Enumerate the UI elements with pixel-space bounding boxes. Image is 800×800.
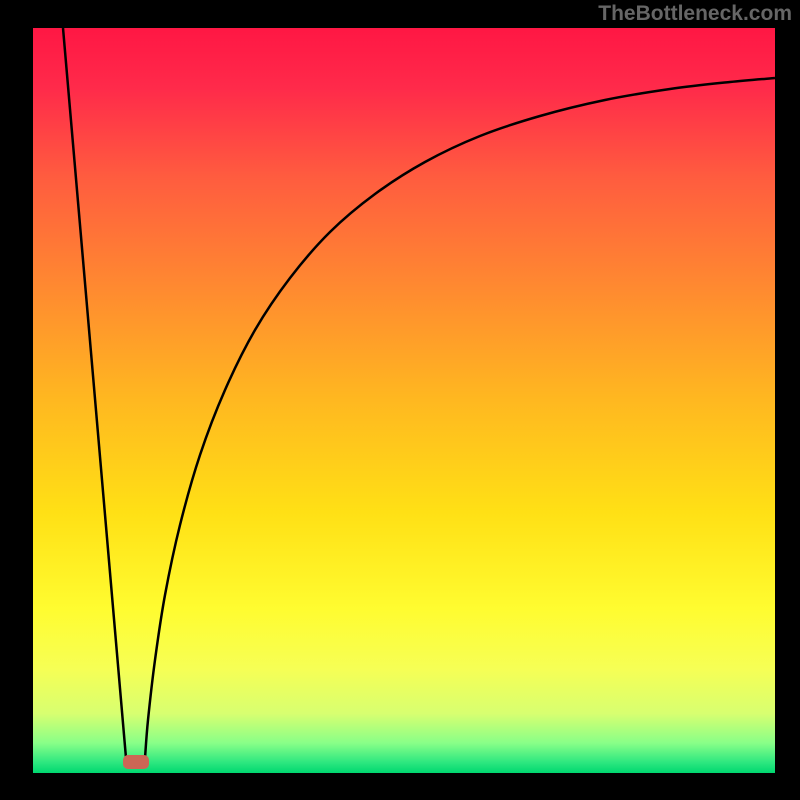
curve-right-branch [145, 78, 775, 758]
watermark-text: TheBottleneck.com [598, 2, 792, 26]
curve-overlay [0, 0, 800, 800]
minimum-marker [123, 755, 149, 769]
curve-left-branch [63, 28, 126, 758]
chart-container: TheBottleneck.com [0, 0, 800, 800]
